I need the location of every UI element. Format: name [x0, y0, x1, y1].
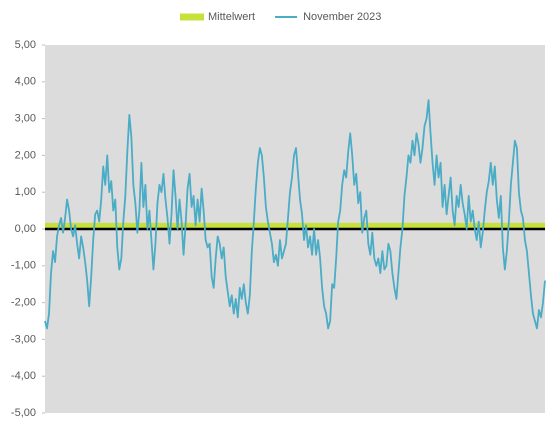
y-tick-label: 0,00: [15, 223, 36, 235]
y-tick-label: -5,00: [11, 407, 36, 419]
legend-label: Mittelwert: [208, 11, 255, 23]
y-tick-label: 3,00: [15, 113, 36, 125]
y-tick-label: 4,00: [15, 76, 36, 88]
y-tick-label: 2,00: [15, 149, 36, 161]
y-tick-label: -2,00: [11, 297, 36, 309]
y-tick-label: 1,00: [15, 186, 36, 198]
y-tick-label: -4,00: [11, 370, 36, 382]
y-tick-label: 5,00: [15, 39, 36, 51]
data-line: [44, 99, 546, 330]
legend-label: November 2023: [303, 11, 381, 23]
y-tick-label: -3,00: [11, 333, 36, 345]
y-tick-label: -1,00: [11, 260, 36, 272]
legend-swatch: [180, 13, 204, 21]
